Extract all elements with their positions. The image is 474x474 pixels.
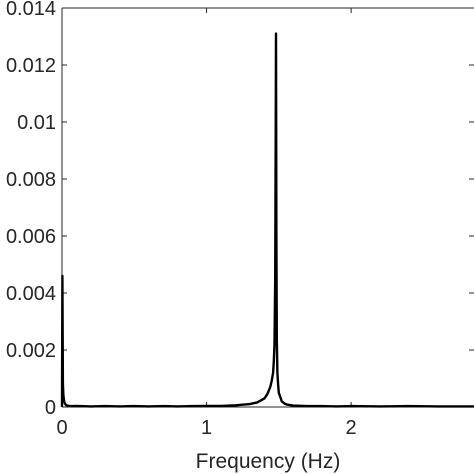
y-tick-label: 0.008 xyxy=(6,169,56,191)
y-tick-label: 0.006 xyxy=(6,226,56,248)
plot-area: 0 0.002 0.004 0.006 0.008 0.01 0.012 0.014 0 1 2 xyxy=(6,0,474,439)
y-tick-label: 0.004 xyxy=(6,283,56,305)
y-tick-label: 0.002 xyxy=(6,340,56,362)
x-tick-label: 1 xyxy=(201,417,212,439)
y-tick-label: 0.014 xyxy=(6,0,56,20)
x-tick-label: 2 xyxy=(346,417,357,439)
y-tick-label: 0 xyxy=(45,397,56,419)
y-tick-label: 0.01 xyxy=(17,112,56,134)
x-axis-title: Frequency (Hz) xyxy=(196,450,341,473)
y-tick-label: 0.012 xyxy=(6,55,56,77)
spectrum-line xyxy=(60,32,474,408)
x-tick-label: 0 xyxy=(56,417,67,439)
